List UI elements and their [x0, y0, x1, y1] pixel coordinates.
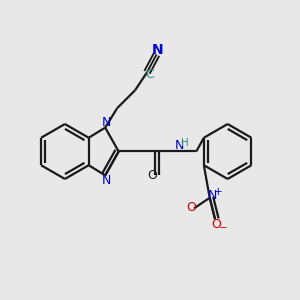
Text: H: H: [182, 137, 189, 148]
Text: O: O: [148, 169, 157, 182]
Text: +: +: [214, 187, 222, 197]
Text: O: O: [212, 218, 221, 231]
Text: N: N: [208, 189, 218, 202]
Text: O: O: [186, 200, 196, 214]
Text: N: N: [102, 116, 111, 129]
Text: N: N: [174, 139, 184, 152]
Text: −: −: [219, 223, 228, 232]
Text: C: C: [145, 68, 154, 81]
Text: N: N: [152, 43, 164, 57]
Text: N: N: [102, 174, 111, 187]
